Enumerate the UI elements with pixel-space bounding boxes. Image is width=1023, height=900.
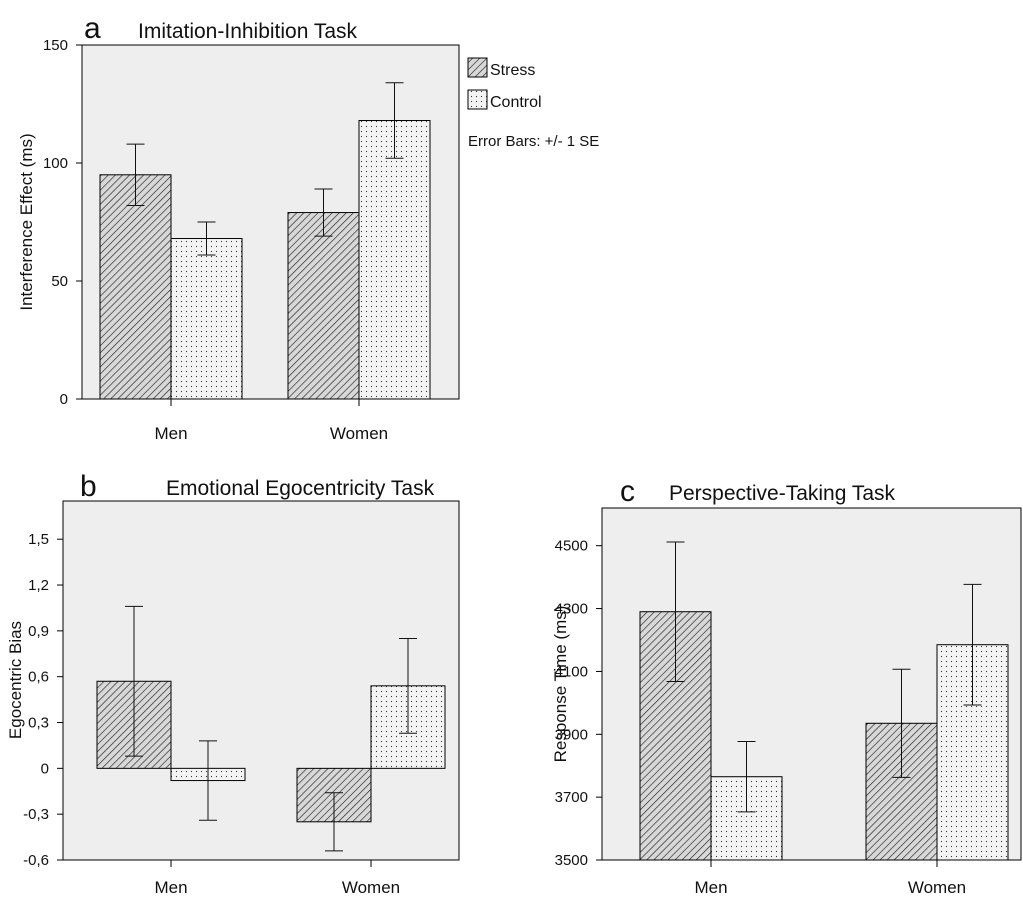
legend-swatch-control: [467, 89, 488, 110]
bar-a-control-women: [358, 120, 431, 400]
y-tick-label-b-4: 0,6: [28, 669, 49, 686]
legend-label-control: Control: [490, 94, 542, 111]
bar-a-control-men: [170, 238, 243, 400]
error-bar-c-control-women: [963, 583, 982, 706]
panel-c-letter: c: [620, 475, 635, 508]
y-tick-label-c-1: 3700: [555, 789, 588, 806]
panel-b-plot-area: [62, 500, 460, 861]
legend: Stress Control Error Bars: +/- 1 SE: [467, 57, 599, 150]
panel-b-letter: b: [80, 470, 97, 503]
error-bar-c-control-men: [737, 741, 756, 813]
panel-a-letter: a: [84, 12, 101, 45]
y-tick-label-c-5: 4500: [555, 538, 588, 555]
panel-c-title: Perspective-Taking Task: [669, 482, 896, 505]
error-bar-b-control-women: [399, 637, 417, 734]
x-tick-label-a-men: Men: [154, 424, 187, 443]
y-tick-label-a-3: 150: [43, 37, 68, 54]
panel-a-title: Imitation-Inhibition Task: [138, 20, 358, 43]
y-tick-label-b-6: 1,2: [28, 577, 49, 594]
panel-c: Men Women 3500 3700 3900 4100 4300 4500 c Persp…: [551, 475, 1022, 897]
error-bar-b-stress-women: [325, 792, 343, 852]
y-tick-label-b-2: 0: [41, 760, 49, 777]
panel-a-ylabel: Interference Effect (ms): [17, 133, 36, 310]
error-bar-b-control-men: [199, 740, 217, 821]
error-bar-a-stress-men: [126, 143, 145, 206]
y-tick-label-b-0: -0,6: [23, 852, 49, 869]
error-bar-c-stress-men: [666, 541, 685, 682]
panel-b-ylabel: Egocentric Bias: [6, 621, 25, 739]
y-tick-label-b-3: 0,3: [28, 715, 49, 732]
error-bar-a-control-women: [385, 82, 404, 159]
x-tick-label-b-men: Men: [154, 878, 187, 897]
x-tick-label-c-women: Women: [908, 878, 966, 897]
y-tick-label-b-1: -0,3: [23, 806, 49, 823]
x-tick-label-b-women: Women: [342, 878, 400, 897]
panel-a: Men Women 0 50 100 150 a Imitation-Inhibition…: [17, 12, 460, 443]
bar-a-stress-women: [287, 212, 360, 400]
y-tick-label-c-3: 4100: [555, 663, 588, 680]
error-bar-a-stress-women: [314, 188, 333, 237]
y-tick-label-b-7: 1,5: [28, 531, 49, 548]
y-tick-label-c-0: 3500: [555, 852, 588, 869]
x-tick-label-c-men: Men: [694, 878, 727, 897]
y-tick-label-a-0: 0: [60, 391, 68, 408]
y-tick-label-b-5: 0,9: [28, 623, 49, 640]
panel-b-title: Emotional Egocentricity Task: [166, 477, 435, 500]
y-tick-label-a-1: 50: [51, 273, 68, 290]
y-tick-label-a-2: 100: [43, 155, 68, 172]
legend-swatch-stress: [467, 57, 488, 78]
y-tick-label-c-4: 4300: [555, 601, 588, 618]
legend-note: Error Bars: +/- 1 SE: [468, 133, 599, 150]
x-tick-label-a-women: Women: [330, 424, 388, 443]
error-bar-a-control-men: [197, 221, 216, 256]
legend-label-stress: Stress: [490, 62, 535, 79]
error-bar-c-stress-women: [892, 668, 911, 778]
error-bar-b-stress-men: [125, 605, 143, 757]
bar-a-stress-men: [99, 174, 172, 400]
panel-c-ylabel: Response Time (ms): [551, 606, 570, 763]
y-tick-label-c-2: 3900: [555, 726, 588, 743]
panel-b: Men Women -0,6 -0,3 0 0,3 0,6 0,9 1,2 1,5 b Emoti…: [6, 470, 460, 897]
